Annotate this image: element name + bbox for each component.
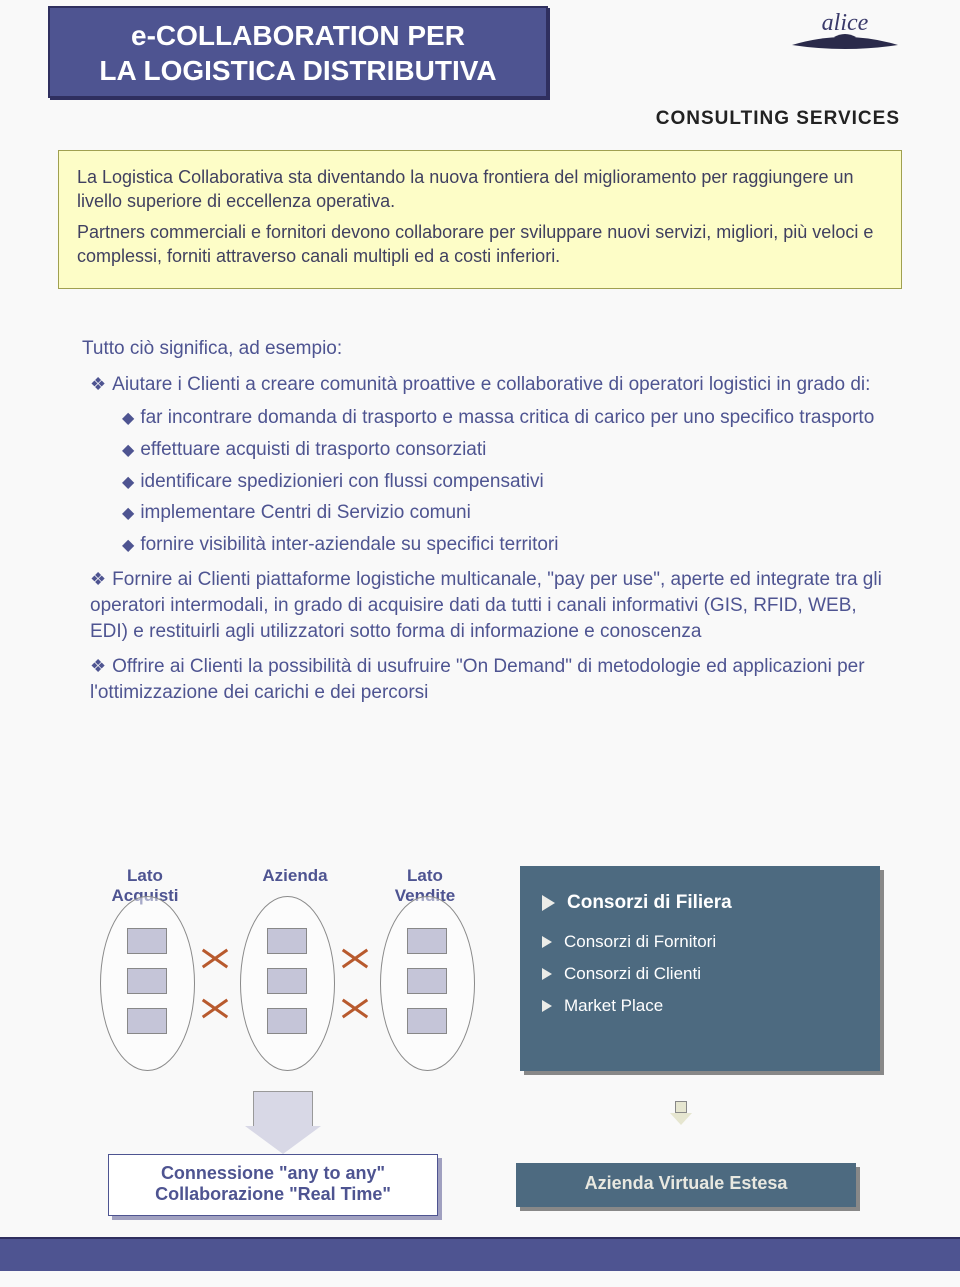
logo-swoosh-icon bbox=[790, 31, 900, 53]
node-icon bbox=[127, 968, 167, 994]
panel-row: Market Place bbox=[542, 996, 858, 1016]
panel-row-label: Consorzi di Filiera bbox=[567, 892, 732, 914]
bullet-text: Fornire ai Clienti piattaforme logistich… bbox=[90, 569, 882, 641]
node-icon bbox=[267, 928, 307, 954]
diamond-icon: ◆ bbox=[122, 505, 134, 522]
bottom-left-line2: Collaborazione "Real Time" bbox=[109, 1184, 437, 1205]
triangle-icon bbox=[542, 936, 552, 948]
bullet-lvl2: ◆ implementare Centri di Servizio comuni bbox=[122, 500, 882, 526]
bullet-lvl2: ◆ fornire visibilità inter-aziendale su s… bbox=[122, 532, 882, 558]
intro-p1: La Logistica Collaborativa sta diventand… bbox=[77, 165, 883, 214]
bullet-text: implementare Centri di Servizio comuni bbox=[140, 502, 471, 523]
bullet-lvl2: ◆ identificare spedizionieri con flussi c… bbox=[122, 469, 882, 495]
node-icon bbox=[407, 928, 447, 954]
cross-icon bbox=[340, 944, 370, 974]
header: e-COLLABORATION PER LA LOGISTICA DISTRIB… bbox=[0, 0, 960, 120]
page: e-COLLABORATION PER LA LOGISTICA DISTRIB… bbox=[0, 0, 960, 1287]
panel-row: Consorzi di Fornitori bbox=[542, 932, 858, 952]
diamond-icon: ◆ bbox=[122, 474, 134, 491]
bullet-lvl2: ◆ far incontrare domanda di trasporto e m… bbox=[122, 405, 882, 431]
ovals-graphic: LatoAcquisti Azienda LatoVendite bbox=[100, 866, 470, 1096]
bullet-text: far incontrare domanda di trasporto e ma… bbox=[140, 407, 874, 428]
bullet-lvl2: ◆ effettuare acquisti di trasporto consor… bbox=[122, 437, 882, 463]
node-icon bbox=[267, 1008, 307, 1034]
bullet-text: Offrire ai Clienti la possibilità di usu… bbox=[90, 656, 865, 703]
panel-row: Consorzi di Clienti bbox=[542, 964, 858, 984]
cross-icon bbox=[200, 944, 230, 974]
panel-row-label: Consorzi di Clienti bbox=[564, 964, 701, 984]
bottom-right-box: Azienda Virtuale Estesa bbox=[516, 1163, 856, 1207]
logo: alice bbox=[790, 10, 900, 53]
triangle-icon bbox=[542, 968, 552, 980]
diamond-icon: ◆ bbox=[122, 537, 134, 554]
body-block: Tutto ciò significa, ad esempio: ❖ Aiutar… bbox=[82, 336, 882, 714]
bottom-right-label: Azienda Virtuale Estesa bbox=[585, 1173, 788, 1193]
bullet-text: effettuare acquisti di trasporto consorz… bbox=[140, 439, 486, 460]
panel-row-label: Market Place bbox=[564, 996, 663, 1016]
intro-box: La Logistica Collaborativa sta diventand… bbox=[58, 150, 902, 289]
diamond-icon: ◆ bbox=[122, 442, 134, 459]
title-line2: LA LOGISTICA DISTRIBUTIVA bbox=[66, 53, 530, 88]
triangle-icon bbox=[542, 895, 555, 911]
node-icon bbox=[127, 928, 167, 954]
bullet-lvl1: ❖Offrire ai Clienti la possibilità di us… bbox=[90, 654, 882, 705]
node-icon bbox=[267, 968, 307, 994]
title-line1: e-COLLABORATION PER bbox=[66, 18, 530, 53]
node-icon bbox=[407, 968, 447, 994]
panel-row-label: Consorzi di Fornitori bbox=[564, 932, 716, 952]
body-lead: Tutto ciò significa, ad esempio: bbox=[82, 336, 882, 362]
cross-icon bbox=[340, 994, 370, 1024]
bullet-text: identificare spedizionieri con flussi co… bbox=[140, 471, 543, 492]
diamond-open-icon: ❖ bbox=[90, 569, 106, 589]
intro-p2: Partners commerciali e fornitori devono … bbox=[77, 220, 883, 269]
panel-row: Consorzi di Filiera bbox=[542, 892, 858, 914]
bullet-lvl1: ❖ Aiutare i Clienti a creare comunità pro… bbox=[90, 372, 882, 398]
diamond-open-icon: ❖ bbox=[90, 374, 106, 394]
cross-icon bbox=[200, 994, 230, 1024]
bullet-lvl1: ❖Fornire ai Clienti piattaforme logistic… bbox=[90, 567, 882, 644]
label-azienda: Azienda bbox=[245, 866, 345, 886]
small-down-arrow-icon bbox=[670, 1101, 692, 1123]
right-panel: Consorzi di Filiera Consorzi di Fornitor… bbox=[520, 866, 880, 1071]
footer-bar bbox=[0, 1237, 960, 1271]
bottom-left-line1: Connessione "any to any" bbox=[109, 1163, 437, 1184]
triangle-icon bbox=[542, 1000, 552, 1012]
node-icon bbox=[407, 1008, 447, 1034]
title-box: e-COLLABORATION PER LA LOGISTICA DISTRIB… bbox=[48, 6, 548, 98]
diamond-open-icon: ❖ bbox=[90, 656, 106, 676]
bullet-text: Aiutare i Clienti a creare comunità proa… bbox=[112, 374, 870, 395]
diamond-icon: ◆ bbox=[122, 410, 134, 427]
consulting-label: CONSULTING SERVICES bbox=[656, 108, 900, 130]
node-icon bbox=[127, 1008, 167, 1034]
bullet-text: fornire visibilità inter-aziendale su sp… bbox=[140, 534, 558, 555]
bottom-left-box: Connessione "any to any" Collaborazione … bbox=[108, 1154, 438, 1216]
diagram: LatoAcquisti Azienda LatoVendite bbox=[90, 856, 890, 1236]
